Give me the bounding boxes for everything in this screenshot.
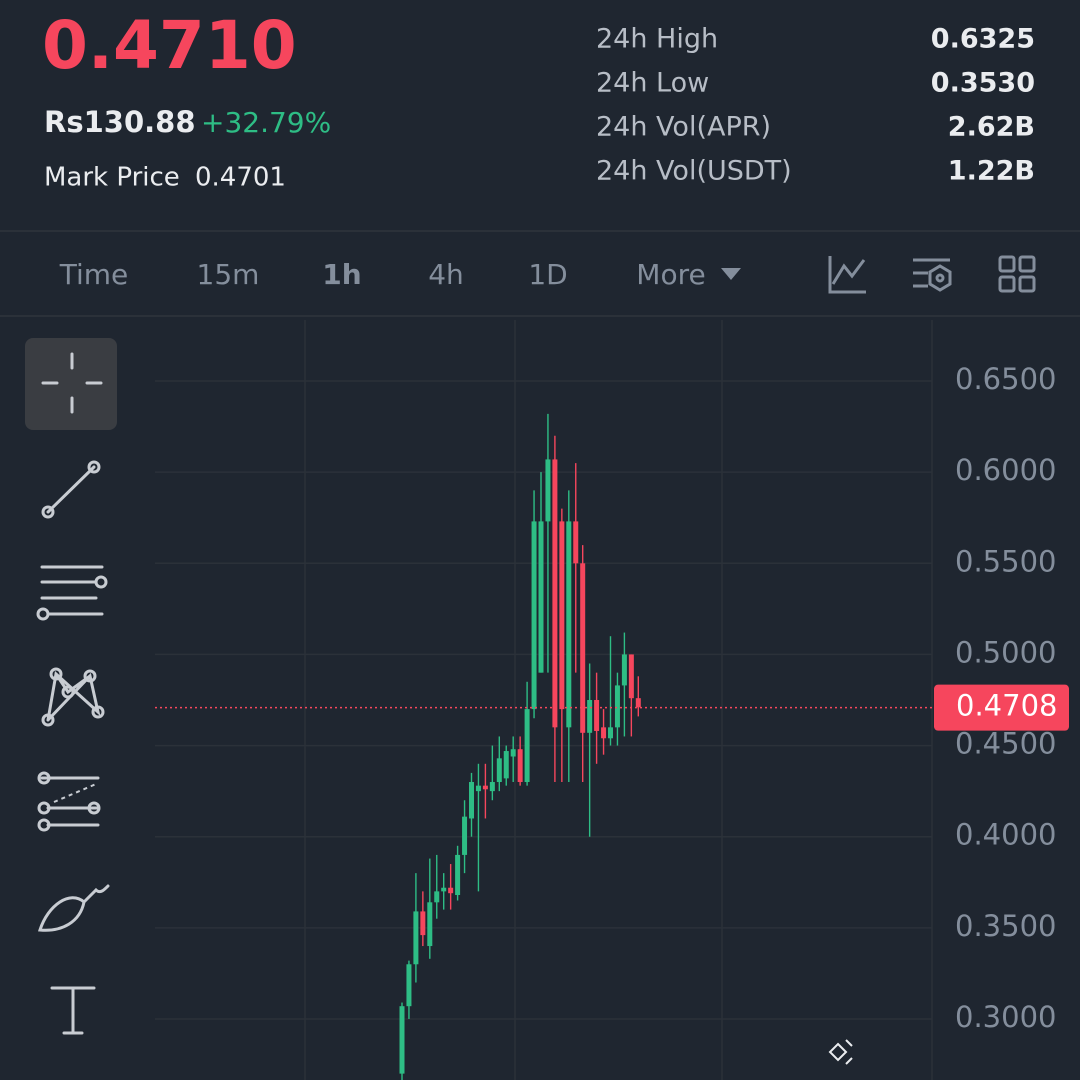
interval-tabs: Time 15m 1h 4h 1D More bbox=[59, 258, 706, 291]
candle-body bbox=[510, 749, 516, 757]
candle-body bbox=[441, 887, 447, 892]
stat-label: 24h High bbox=[596, 24, 718, 55]
candle-body bbox=[517, 749, 523, 783]
candle-body bbox=[621, 654, 627, 686]
candle-body bbox=[524, 709, 530, 783]
y-tick-label: 0.6000 bbox=[955, 453, 1056, 487]
plot bbox=[155, 413, 932, 1080]
tab[interactable]: 1h bbox=[322, 258, 361, 291]
candle-body bbox=[594, 700, 600, 731]
candle-body bbox=[406, 964, 412, 1007]
candle-body bbox=[399, 1006, 405, 1074]
price-change: +32.79% bbox=[201, 106, 331, 139]
price-axis: 0.3000 0.3500 0.4000 0.4500 0.5000 0.5500 0.60… bbox=[934, 362, 1069, 1034]
stat-label: 24h Low bbox=[596, 68, 709, 99]
candle-body bbox=[455, 854, 461, 896]
stat-value: 0.3530 bbox=[931, 68, 1035, 99]
tab[interactable]: 1D bbox=[528, 258, 567, 291]
candle-body bbox=[482, 785, 488, 790]
candle-body bbox=[559, 521, 565, 710]
candle-body bbox=[628, 654, 634, 699]
candle-body bbox=[608, 727, 613, 739]
mark-price: 0.4701 bbox=[195, 163, 286, 193]
y-tick-label: 0.4000 bbox=[955, 818, 1056, 852]
candle-body bbox=[413, 911, 419, 965]
candle-body bbox=[635, 698, 641, 708]
candle-body bbox=[420, 911, 426, 936]
candle-body bbox=[489, 782, 495, 792]
y-tick-label: 0.6500 bbox=[955, 362, 1056, 396]
y-tick-label: 0.4500 bbox=[955, 727, 1056, 761]
y-tick-label: 0.3000 bbox=[955, 1000, 1056, 1034]
pattern-tool[interactable] bbox=[41, 667, 105, 727]
stat-label: 24h Vol(APR) bbox=[596, 112, 771, 143]
last-price: 0.4710 bbox=[42, 7, 297, 84]
stat-label: 24h Vol(USDT) bbox=[596, 156, 792, 187]
candle-body bbox=[503, 751, 509, 779]
current-price-label: 0.4708 bbox=[956, 689, 1057, 723]
candle-body bbox=[538, 521, 544, 673]
mark-price-label: Mark Price bbox=[44, 163, 180, 193]
candle-body bbox=[448, 887, 454, 894]
current-price-tag bbox=[934, 684, 1069, 731]
candle-body bbox=[475, 785, 481, 792]
candle-body bbox=[552, 459, 558, 728]
horizontal-lines-tool[interactable] bbox=[36, 565, 108, 621]
fib-tool[interactable] bbox=[37, 771, 101, 832]
stat-value: 0.6325 bbox=[931, 24, 1035, 55]
brush-tool[interactable] bbox=[37, 884, 110, 932]
candle-body bbox=[434, 891, 440, 903]
y-tick-label: 0.5500 bbox=[955, 544, 1056, 578]
settings-icon[interactable] bbox=[913, 258, 952, 292]
layout-icon[interactable] bbox=[998, 255, 1036, 293]
tab[interactable]: Time bbox=[59, 258, 129, 291]
candle-body bbox=[614, 685, 620, 728]
candle-body bbox=[573, 521, 579, 564]
candle-body bbox=[496, 758, 502, 783]
crosshair-tool[interactable] bbox=[25, 338, 117, 430]
candle-body bbox=[469, 782, 474, 819]
y-tick-label: 0.5000 bbox=[955, 635, 1056, 669]
y-tick-label: 0.3500 bbox=[955, 909, 1056, 943]
stat-value: 2.62B bbox=[948, 112, 1035, 143]
candle-body bbox=[601, 727, 607, 739]
candle-body bbox=[580, 563, 586, 733]
line-tool[interactable] bbox=[41, 460, 101, 519]
tab[interactable]: 15m bbox=[197, 258, 260, 291]
text-tool[interactable] bbox=[50, 986, 96, 1035]
candle-body bbox=[462, 816, 468, 855]
fiat-price: Rs130.88 bbox=[44, 105, 196, 139]
indicator-icon[interactable] bbox=[828, 256, 866, 294]
tab[interactable]: More bbox=[636, 258, 705, 291]
watermark-logo bbox=[828, 1039, 853, 1065]
candle-body bbox=[545, 459, 551, 522]
candle-body bbox=[427, 902, 433, 947]
candle-body bbox=[566, 521, 572, 728]
dropdown-arrow[interactable] bbox=[721, 268, 741, 280]
candle-body bbox=[531, 521, 537, 710]
tab[interactable]: 4h bbox=[428, 258, 464, 291]
candle-body bbox=[587, 700, 593, 733]
crosshair-icon bbox=[41, 352, 103, 414]
stat-value: 1.22B bbox=[948, 156, 1035, 187]
